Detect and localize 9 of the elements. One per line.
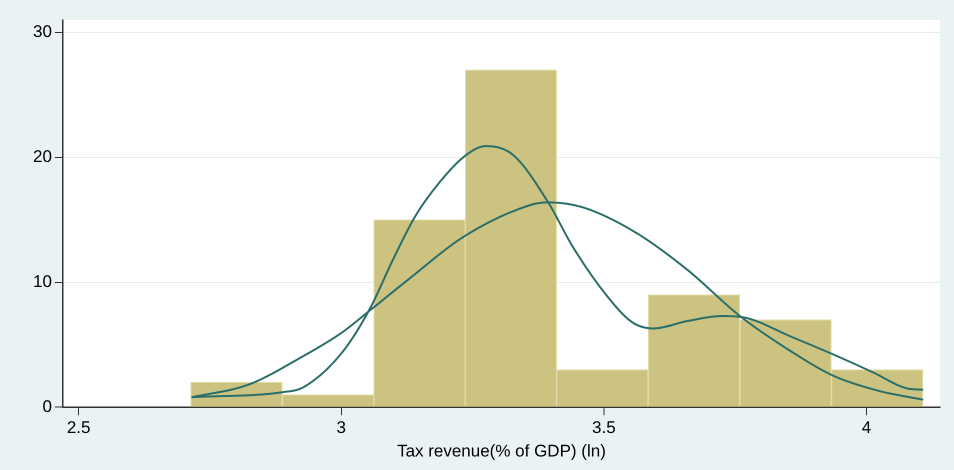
y-tick-label: 30 bbox=[32, 22, 52, 42]
y-tick-label: 10 bbox=[32, 272, 52, 291]
x-tick-label: 2.5 bbox=[66, 418, 90, 438]
x-tick-label: 3.5 bbox=[592, 418, 616, 438]
x-axis-title: Tax revenue(% of GDP) (ln) bbox=[397, 441, 606, 460]
x-tick-label: 3 bbox=[336, 418, 346, 438]
x-tick-label: 4 bbox=[862, 418, 872, 438]
y-tick-label: 20 bbox=[32, 147, 52, 166]
y-tick-label: 0 bbox=[42, 396, 52, 416]
